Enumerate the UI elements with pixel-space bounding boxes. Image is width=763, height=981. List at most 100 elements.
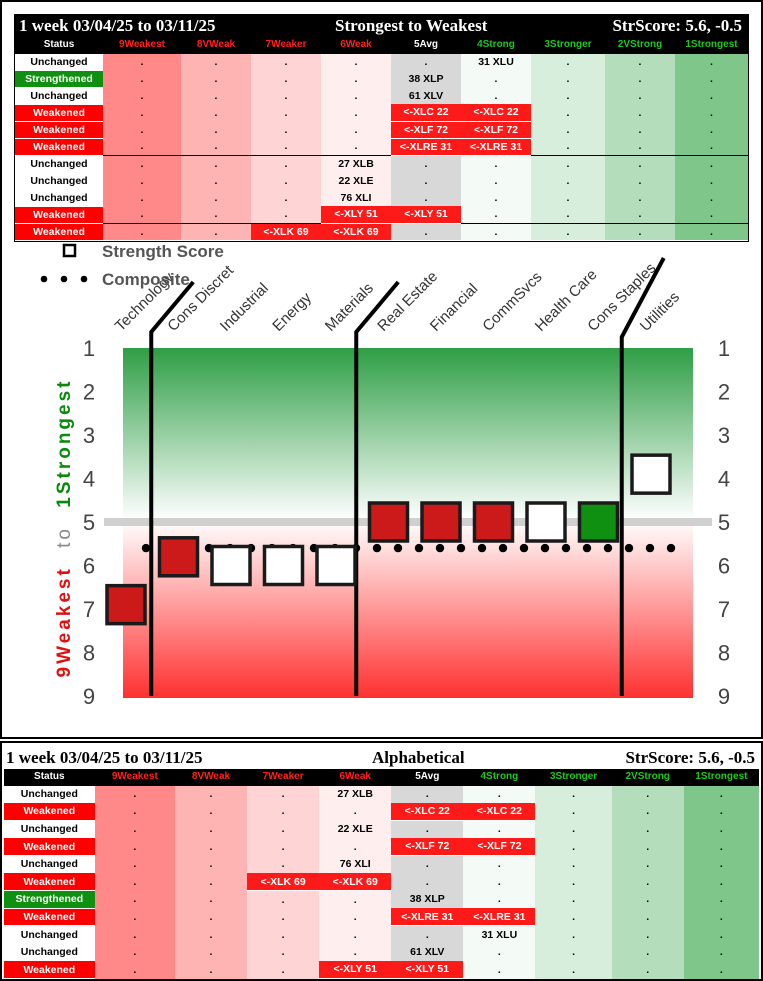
top-row-cell: . bbox=[605, 53, 675, 70]
bottom-row-cell: . bbox=[174, 872, 248, 891]
bottom-table-row: Unchanged... 76 XLI..... bbox=[4, 855, 759, 874]
bottom-row-cell: <-XLRE 31 bbox=[463, 908, 536, 927]
bottom-row-cell: . bbox=[611, 820, 684, 838]
top-row-cell: . bbox=[675, 172, 748, 189]
top-table-row: Weakened.... <-XLRE 31 <-XLRE 31... bbox=[15, 138, 748, 156]
bottom-header-2: 8VWeak bbox=[174, 769, 248, 786]
top-period: 1 week 03/04/25 to 03/11/25 bbox=[19, 16, 216, 35]
top-row-cell: . bbox=[103, 53, 181, 70]
top-row-cell: . bbox=[605, 172, 675, 189]
top-row-cell: <-XLRE 31 bbox=[461, 138, 531, 156]
top-row-cell: . bbox=[391, 222, 461, 240]
bottom-row-cell: . bbox=[683, 890, 759, 909]
top-row-cell: . bbox=[605, 87, 675, 104]
bottom-row-cell: . bbox=[683, 837, 759, 856]
composite-dot bbox=[666, 543, 676, 553]
strength-markers bbox=[105, 453, 672, 626]
bottom-row-cell: . bbox=[535, 943, 612, 961]
top-row-cell: . bbox=[181, 87, 251, 104]
bottom-row-cell: <-XLK 69 bbox=[319, 872, 392, 892]
top-row-cell: . bbox=[181, 53, 251, 70]
bottom-row-cell: . bbox=[391, 925, 464, 944]
top-row-cell: . bbox=[605, 121, 675, 138]
bottom-row-cell: . bbox=[94, 960, 175, 979]
y-tick-right: 2 bbox=[718, 380, 730, 405]
top-row-status: Unchanged bbox=[15, 154, 103, 173]
top-row-cell: . bbox=[251, 206, 321, 223]
top-rank-table: Status 9Weakest 8VWeak 7Weaker 6Weak 5Avg 4Str… bbox=[15, 37, 748, 241]
top-row-cell: . bbox=[103, 206, 181, 223]
bottom-row-cell: . bbox=[611, 837, 684, 856]
top-row-cell: . bbox=[675, 154, 748, 172]
top-row-status: Weakened bbox=[15, 138, 103, 156]
y-tick-right: 3 bbox=[718, 423, 730, 448]
top-row-cell: . bbox=[181, 121, 251, 138]
composite-dot bbox=[393, 543, 403, 553]
y-axis-label-bottom: 9Weakest bbox=[54, 566, 75, 677]
bottom-table-row: Unchanged..... 31 XLU... bbox=[4, 925, 759, 944]
top-row-cell: . bbox=[251, 172, 321, 189]
strength-marker bbox=[420, 501, 462, 543]
bottom-row-cell: . bbox=[174, 943, 248, 961]
composite-dot bbox=[645, 543, 655, 553]
bottom-row-cell: . bbox=[611, 855, 684, 873]
bottom-row-cell: . bbox=[94, 908, 175, 926]
y-tick-left: 2 bbox=[83, 380, 95, 405]
composite-dot bbox=[414, 543, 424, 553]
bottom-table-row: Weakened.... <-XLF 72 <-XLF 72... bbox=[4, 837, 759, 856]
top-row-cell: . bbox=[391, 154, 461, 172]
bottom-row-cell: . bbox=[683, 820, 759, 838]
top-row-cell: <-XLK 69 bbox=[251, 222, 321, 241]
strength-marker bbox=[630, 453, 672, 495]
bottom-row-cell: . bbox=[174, 837, 248, 856]
bottom-header-7: 3Stronger bbox=[535, 769, 612, 786]
top-table-row: Strengthened.... 38 XLP.... bbox=[15, 70, 748, 88]
bottom-row-cell: . bbox=[94, 837, 175, 856]
top-row-cell: . bbox=[251, 70, 321, 87]
bottom-row-cell: . bbox=[319, 837, 392, 856]
top-table-title-bar: 1 week 03/04/25 to 03/11/25 Strongest to… bbox=[15, 15, 748, 37]
bottom-row-cell: . bbox=[535, 960, 612, 979]
composite-dot bbox=[561, 543, 571, 553]
top-row-cell: . bbox=[531, 172, 605, 189]
top-header-6: 4Strong bbox=[461, 37, 531, 54]
top-row-cell: . bbox=[181, 189, 251, 206]
top-row-cell: . bbox=[321, 121, 391, 138]
bottom-row-cell: 31 XLU bbox=[463, 925, 536, 944]
bottom-row-status: Weakened bbox=[4, 872, 95, 892]
bottom-row-cell: . bbox=[535, 820, 612, 838]
top-row-cell: . bbox=[321, 104, 391, 121]
bottom-row-cell: <-XLF 72 bbox=[463, 837, 536, 856]
bottom-row-cell: . bbox=[174, 820, 248, 838]
top-row-cell: . bbox=[251, 154, 321, 172]
y-tick-right: 5 bbox=[718, 510, 730, 535]
bottom-row-cell: . bbox=[247, 820, 320, 838]
bottom-header-row: Status 9Weakest 8VWeak 7Weaker 6Weak 5Avg 4Str… bbox=[4, 769, 759, 786]
strength-marker bbox=[577, 501, 620, 543]
bottom-row-cell: . bbox=[683, 872, 759, 891]
bottom-row-cell: . bbox=[463, 785, 536, 803]
bottom-row-status: Weakened bbox=[4, 908, 95, 927]
top-row-cell: <-XLY 51 bbox=[321, 206, 391, 224]
top-row-cell: <-XLRE 31 bbox=[391, 138, 461, 156]
bottom-sort-label: Alphabetical bbox=[372, 748, 465, 767]
bottom-row-cell: . bbox=[463, 890, 536, 909]
bottom-row-status: Strengthened bbox=[4, 890, 95, 909]
top-row-cell: . bbox=[103, 189, 181, 206]
bottom-row-cell: . bbox=[391, 785, 464, 803]
bottom-row-status: Weakened bbox=[4, 802, 95, 821]
bottom-row-cell: . bbox=[247, 925, 320, 944]
y-tick-left: 1 bbox=[83, 336, 95, 361]
legend-strength-marker bbox=[62, 243, 77, 258]
top-row-cell: . bbox=[181, 154, 251, 172]
bottom-table-row: Strengthened.... 38 XLP.... bbox=[4, 890, 759, 909]
bottom-header-0: Status bbox=[4, 769, 95, 786]
top-header-8: 2VStrong bbox=[605, 37, 675, 54]
top-row-cell: . bbox=[605, 154, 675, 172]
y-tick-left: 3 bbox=[83, 423, 95, 448]
top-row-status: Weakened bbox=[15, 222, 103, 241]
bottom-header-8: 2VStrong bbox=[611, 769, 684, 786]
y-tick-left: 6 bbox=[83, 554, 95, 579]
top-table-row: Unchanged... 76 XLI..... bbox=[15, 189, 748, 207]
bottom-row-cell: <-XLF 72 bbox=[391, 837, 464, 856]
